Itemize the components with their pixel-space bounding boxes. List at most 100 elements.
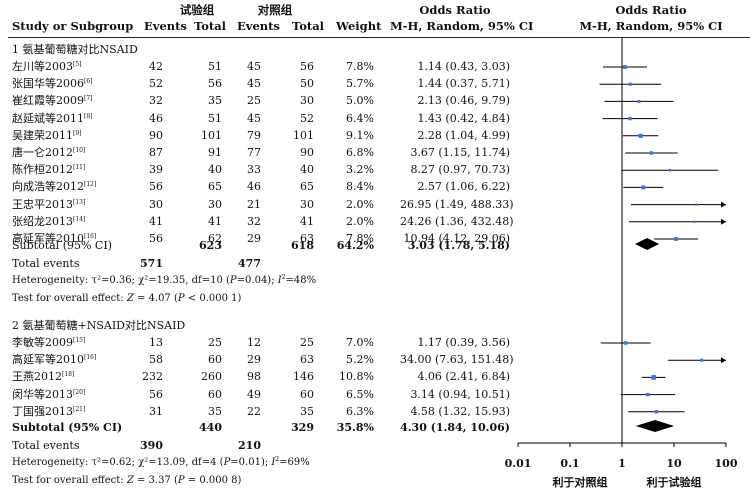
exp-total: 35 <box>208 94 222 108</box>
study-weight: 5.7% <box>346 77 374 91</box>
ctrl-total: 60 <box>300 387 314 401</box>
ctrl-total: 63 <box>300 353 314 367</box>
header-exp-total: Total <box>194 19 227 33</box>
subtotal-diamond <box>635 238 660 250</box>
header-ctrl-group: 对照组 <box>257 3 293 17</box>
exp-total: 30 <box>208 197 222 211</box>
exp-events: 13 <box>149 336 163 349</box>
study-name: 唐一仑2012[10] <box>12 147 85 158</box>
total-events-ctrl: 210 <box>238 439 261 452</box>
study-name: 丁国强2013[21] <box>12 406 85 417</box>
study-or: 2.13 (0.46, 9.79) <box>417 94 510 108</box>
header-or-title: Odds Ratio <box>419 3 491 17</box>
exp-total: 260 <box>201 370 222 384</box>
point-estimate <box>646 392 650 397</box>
study-name: 崔红霞等2009[7] <box>12 95 93 106</box>
ctrl-total: 63 <box>300 232 314 245</box>
study-weight: 6.4% <box>346 111 374 125</box>
study-name-text: 张绍龙2013 <box>12 214 73 228</box>
study-or: 26.95 (1.49, 488.33) <box>400 197 514 211</box>
study-name-text: 闵华等2013 <box>12 387 73 401</box>
study-weight: 3.2% <box>346 163 374 177</box>
study-or: 34.00 (7.63, 151.48) <box>400 353 514 367</box>
overall-effect-text: Test for overall effect: Z = 4.07 (P < 0… <box>12 293 242 304</box>
point-estimate <box>654 410 659 414</box>
subtotal-ctrl-total: 618 <box>291 239 314 252</box>
ctrl-events: 98 <box>247 370 261 384</box>
study-reference: [15] <box>73 337 86 344</box>
header-exp-group: 试验组 <box>179 3 215 17</box>
study-weight: 7.0% <box>346 336 374 349</box>
study-name-text: 陈作桓2012 <box>12 163 73 177</box>
point-estimate <box>692 220 696 223</box>
study-name: 陈作桓2012[11] <box>12 164 85 175</box>
header-exp-events: Events <box>144 19 187 33</box>
subtotal-label: Subtotal (95% CI) <box>12 239 112 252</box>
study-or: 1.44 (0.37, 5.71) <box>417 77 510 91</box>
subtotal-or: 3.03 (1.78, 5.18) <box>407 239 510 252</box>
header-or-plot-title: Odds Ratio <box>615 3 687 17</box>
subgroup-title: 1 氨基葡萄糖对比NSAID <box>12 43 138 56</box>
study-reference: [16] <box>84 233 97 240</box>
overall-effect-text: Test for overall effect: Z = 3.37 (P = 0… <box>12 475 242 486</box>
study-name: 高延军等2010[16] <box>12 233 96 244</box>
exp-events: 39 <box>149 163 163 177</box>
study-name-text: 高延军等2010 <box>12 232 84 245</box>
ctrl-events: 12 <box>247 336 261 349</box>
exp-events: 232 <box>142 370 163 384</box>
study-name: 闵华等2013[20] <box>12 389 85 400</box>
study-reference: [9] <box>73 129 82 137</box>
study-or: 24.26 (1.36, 432.48) <box>400 214 514 228</box>
study-name: 张国华等2006[6] <box>12 78 93 89</box>
ctrl-events: 22 <box>247 404 261 418</box>
ci-arrow <box>721 357 726 364</box>
subtotal-label: Subtotal (95% CI) <box>12 421 123 434</box>
total-events-exp: 390 <box>140 439 163 452</box>
study-name-text: 丁国强2013 <box>12 404 73 418</box>
ctrl-events: 46 <box>247 180 261 194</box>
study-or: 2.57 (1.06, 6.22) <box>417 180 510 194</box>
study-weight: 6.8% <box>346 146 374 159</box>
study-name-text: 崔红霞等2009 <box>12 94 84 108</box>
ctrl-total: 30 <box>300 197 314 211</box>
study-reference: [6] <box>84 78 93 86</box>
ctrl-total: 50 <box>300 77 314 91</box>
ctrl-events: 21 <box>247 197 261 211</box>
ctrl-events: 25 <box>247 94 261 108</box>
exp-total: 65 <box>208 180 222 194</box>
study-name: 王忠平2013[13] <box>12 199 85 210</box>
point-estimate <box>674 237 678 241</box>
x-tick-label: 10 <box>666 457 682 470</box>
study-reference: [18] <box>62 371 75 379</box>
study-name-text: 向成浩等2012 <box>12 180 84 194</box>
total-events-label: Total events <box>12 257 80 270</box>
study-or: 10.94 (4.12, 29.06) <box>403 232 510 245</box>
ctrl-events: 29 <box>247 353 261 367</box>
exp-events: 87 <box>149 146 163 159</box>
study-name-text: 赵延斌等2011 <box>12 111 84 125</box>
favors-experimental-label: 利于试验组 <box>646 476 702 489</box>
total-events-ctrl: 477 <box>238 257 261 270</box>
study-name: 向成浩等2012[12] <box>12 181 96 192</box>
ctrl-total: 40 <box>300 163 314 177</box>
heterogeneity-text: Heterogeneity: τ²=0.36; χ²=19.35, df=10 … <box>12 274 317 286</box>
favors-control-label: 利于对照组 <box>552 476 608 489</box>
study-name: 吴建荣2011[9] <box>12 130 82 141</box>
subtotal-weight: 35.8% <box>336 421 374 434</box>
ctrl-events: 45 <box>247 111 261 125</box>
ctrl-total: 52 <box>300 111 314 125</box>
header-ctrl-total: Total <box>292 19 325 33</box>
exp-events: 58 <box>149 353 163 367</box>
study-weight: 2.0% <box>346 197 374 211</box>
ctrl-events: 45 <box>247 60 261 73</box>
ctrl-total: 35 <box>300 404 314 418</box>
subtotal-exp-total: 623 <box>199 239 222 252</box>
study-weight: 7.8% <box>346 232 374 245</box>
point-estimate <box>628 82 632 86</box>
exp-total: 60 <box>208 387 222 401</box>
ctrl-total: 25 <box>300 336 314 349</box>
study-weight: 7.8% <box>346 60 374 73</box>
study-name-text: 唐一仑2012 <box>12 146 73 159</box>
x-tick-label: 1 <box>618 457 626 470</box>
